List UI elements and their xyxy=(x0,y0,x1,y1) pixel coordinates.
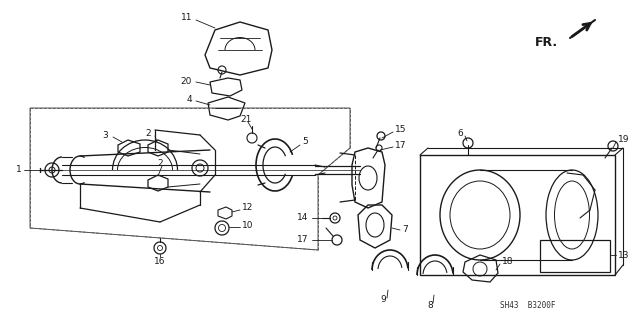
Text: 18: 18 xyxy=(502,257,513,266)
Text: 8: 8 xyxy=(427,300,433,309)
Text: 13: 13 xyxy=(618,250,630,259)
Text: 19: 19 xyxy=(618,136,630,145)
Text: 15: 15 xyxy=(395,125,406,135)
Text: 16: 16 xyxy=(154,256,166,265)
Text: 4: 4 xyxy=(186,95,192,105)
Text: 17: 17 xyxy=(395,140,406,150)
Text: 11: 11 xyxy=(180,13,192,23)
Text: SH43  B3200F: SH43 B3200F xyxy=(500,300,556,309)
Text: 9: 9 xyxy=(380,295,386,305)
Text: 20: 20 xyxy=(180,78,192,86)
Text: 17: 17 xyxy=(296,235,308,244)
Text: 10: 10 xyxy=(242,221,253,231)
Text: 1: 1 xyxy=(16,166,22,174)
Text: 3: 3 xyxy=(102,130,108,139)
Text: 2: 2 xyxy=(157,160,163,168)
Text: 7: 7 xyxy=(402,226,408,234)
Text: FR.: FR. xyxy=(535,36,558,49)
Text: 2: 2 xyxy=(145,130,151,138)
Text: 5: 5 xyxy=(302,137,308,146)
Text: 12: 12 xyxy=(242,204,253,212)
Text: 14: 14 xyxy=(296,213,308,222)
Text: 6: 6 xyxy=(457,129,463,137)
Text: 21: 21 xyxy=(240,115,252,124)
